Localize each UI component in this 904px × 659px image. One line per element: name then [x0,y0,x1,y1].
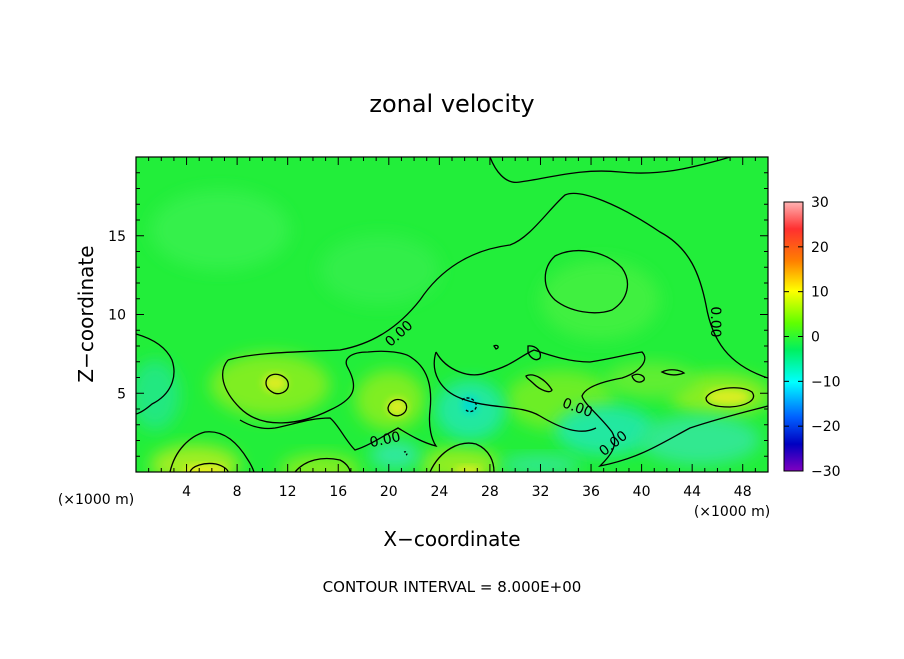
contour-line [265,373,289,395]
colorbar-tick-label: 30 [811,195,829,211]
y-axis-unit: (×1000 m) [58,492,134,508]
contour-line [429,442,495,472]
contour-line [527,345,542,361]
x-tick-label: 36 [582,484,600,500]
colorbar-ticks: 30 20 10 0 −10 −20 −30 [784,195,841,480]
y-axis-label: Z−coordinate [74,245,98,382]
contour-label: 0.00 [707,306,723,337]
contour-line [387,398,408,417]
contour-line [433,351,597,432]
contour-line [435,349,768,468]
x-tick-label: 28 [481,484,499,500]
contour-line [705,387,755,408]
y-tick-label: 15 [108,229,126,245]
x-tick-label: 48 [734,484,752,500]
contour-lines [136,157,768,472]
chart-title: zonal velocity [369,90,534,118]
colorbar-tick-label: −10 [811,374,841,390]
contour-line [631,373,645,383]
contour-line [189,462,229,472]
contour-line [660,369,686,376]
colorbar-tick-label: 20 [811,240,829,256]
x-tick-label: 44 [683,484,701,500]
y-axis: 5 10 15 [108,172,768,457]
contour-line [222,350,438,451]
contour-line [403,451,408,456]
x-tick-label: 16 [329,484,347,500]
plot-area: 0.00 0.00 0.00 0.00 0.00 [136,157,768,472]
contour-line [461,397,477,413]
colorbar-tick-label: 0 [811,330,820,346]
y-tick-label: 5 [117,386,126,402]
x-tick-label: 20 [380,484,398,500]
contour-line [525,374,553,393]
contour-line [294,457,351,472]
field-shading [136,190,768,472]
x-axis: 4 8 12 16 20 24 28 32 36 40 44 48 [148,157,756,500]
x-axis-unit: (×1000 m) [694,504,770,520]
x-tick-label: 4 [182,484,191,500]
y-tick-label: 10 [108,308,126,324]
contour-line [489,157,731,183]
x-tick-label: 12 [279,484,297,500]
colorbar-tick-label: −30 [811,464,841,480]
contour-line [169,431,255,472]
contour-interval-note: CONTOUR INTERVAL = 8.000E+00 [323,578,582,596]
contour-label: 0.00 [368,429,402,451]
colorbar-tick-label: 10 [811,285,829,301]
x-tick-label: 32 [532,484,550,500]
x-tick-label: 8 [233,484,242,500]
x-tick-label: 24 [430,484,448,500]
contour-line [136,333,175,415]
contour-line [227,192,768,379]
x-axis-label: X−coordinate [383,527,520,551]
colorbar-tick-label: −20 [811,419,841,435]
contour-line [544,250,629,314]
contour-line [493,344,499,350]
x-tick-label: 40 [633,484,651,500]
